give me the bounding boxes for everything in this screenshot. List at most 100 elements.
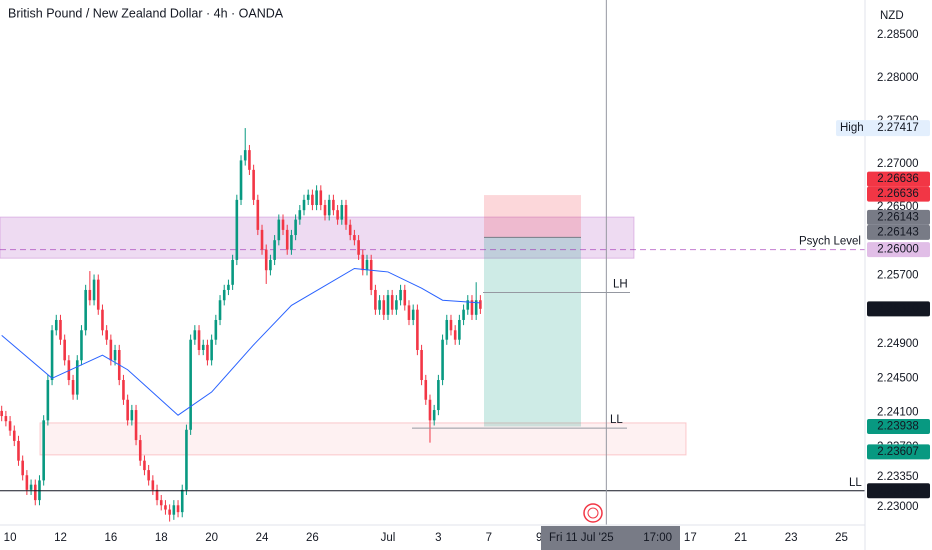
candle-body bbox=[239, 160, 243, 200]
candle-body bbox=[218, 300, 222, 320]
price-badge-label: 2.26143 bbox=[877, 226, 919, 238]
candle-body bbox=[0, 410, 3, 417]
candle-body bbox=[327, 199, 331, 216]
y-tick-label: 2.24900 bbox=[877, 338, 919, 350]
candle-body bbox=[285, 229, 289, 250]
candle-body bbox=[428, 399, 432, 421]
candle-body bbox=[298, 210, 302, 220]
candle-body bbox=[101, 309, 104, 331]
candle-body bbox=[147, 470, 150, 481]
candle-body bbox=[189, 339, 192, 430]
candle-body bbox=[54, 319, 58, 331]
candle-body bbox=[479, 300, 482, 309]
y-tick-label: 2.26500 bbox=[877, 201, 919, 213]
candle-body bbox=[214, 319, 218, 340]
candle-body bbox=[369, 259, 373, 290]
x-tick-label: 17 bbox=[684, 532, 697, 544]
x-tick-label: 18 bbox=[155, 532, 168, 544]
candle-body bbox=[348, 224, 352, 236]
candle-body bbox=[453, 330, 457, 340]
candle-body bbox=[138, 440, 142, 461]
x-tick-label: 20 bbox=[205, 532, 218, 544]
candle-body bbox=[201, 344, 205, 350]
crosshair-time-box bbox=[541, 526, 680, 550]
price-badge bbox=[867, 419, 930, 435]
event-icon-inner[interactable] bbox=[587, 507, 599, 519]
candle-body bbox=[403, 289, 407, 306]
candle-body bbox=[185, 429, 188, 490]
y-tick-label: 2.23000 bbox=[877, 501, 919, 513]
candle-body bbox=[75, 360, 79, 395]
candle-body bbox=[315, 190, 318, 206]
candle-body bbox=[264, 249, 268, 271]
candle-body bbox=[252, 169, 255, 200]
candle-body bbox=[231, 259, 234, 285]
candle-body bbox=[164, 505, 167, 510]
candle-body bbox=[386, 295, 390, 315]
x-tick-label: 3 bbox=[435, 532, 441, 544]
crosshair-time: 17:00 bbox=[643, 532, 672, 544]
candle-body bbox=[424, 380, 428, 400]
candle-body bbox=[470, 300, 474, 315]
x-tick-label: 9 bbox=[536, 532, 542, 544]
candle-body bbox=[462, 309, 465, 320]
candle-body bbox=[407, 305, 411, 320]
price-badge bbox=[867, 171, 930, 187]
candle-body bbox=[336, 210, 339, 220]
crosshair-date: Fri 11 Jul '25 bbox=[549, 532, 614, 544]
price-badge-label: 2.23189 bbox=[877, 485, 919, 497]
target-zone bbox=[484, 237, 581, 427]
candle-body bbox=[126, 399, 129, 421]
candle-body bbox=[420, 350, 423, 381]
y-tick-label: 2.27000 bbox=[877, 158, 919, 170]
x-tick-label: 10 bbox=[4, 532, 17, 544]
overlays: Psych Level LH LL LL bbox=[0, 0, 865, 525]
price-badge-label: 2.25310 bbox=[877, 303, 919, 315]
y-tick-label: 2.23350 bbox=[877, 471, 919, 483]
y-tick-label: 2.24500 bbox=[877, 372, 919, 384]
candle-body bbox=[113, 350, 117, 361]
y-tick-label: 2.24100 bbox=[877, 407, 919, 419]
candle-body bbox=[474, 300, 478, 315]
x-tick-label: 7 bbox=[486, 532, 492, 544]
y-tick-label: 2.25700 bbox=[877, 269, 919, 281]
candle-body bbox=[38, 480, 41, 501]
candle-body bbox=[390, 295, 394, 310]
candle-body bbox=[294, 219, 297, 236]
candle-body bbox=[151, 480, 155, 490]
candle-body bbox=[46, 380, 50, 421]
x-tick-label: 21 bbox=[734, 532, 747, 544]
currency-label: NZD bbox=[880, 10, 904, 22]
candle-body bbox=[63, 339, 66, 361]
price-badge bbox=[867, 224, 930, 240]
candle-body bbox=[96, 279, 100, 310]
candle-body bbox=[458, 319, 461, 340]
event-icon-ring[interactable] bbox=[583, 503, 603, 523]
candle-body bbox=[281, 219, 285, 230]
candle-body bbox=[168, 509, 171, 515]
candle-body bbox=[302, 199, 306, 211]
x-tick-label: Jul bbox=[381, 532, 396, 544]
price-badge bbox=[867, 483, 930, 499]
y-tick-label: 2.28000 bbox=[877, 72, 919, 84]
candle-body bbox=[17, 440, 20, 461]
candle-body bbox=[80, 330, 83, 361]
price-badge bbox=[867, 444, 930, 460]
candle-body bbox=[445, 319, 449, 340]
candle-body bbox=[29, 484, 33, 490]
candle-body bbox=[306, 194, 310, 200]
candle-body bbox=[134, 410, 138, 441]
candle-body bbox=[143, 460, 146, 471]
candle-body bbox=[122, 380, 125, 400]
candle-body bbox=[159, 500, 163, 506]
candle-body bbox=[374, 289, 377, 310]
candle-body bbox=[88, 289, 92, 301]
high-marker-box bbox=[836, 120, 930, 137]
candle-body bbox=[260, 229, 264, 250]
x-tick-label: 16 bbox=[104, 532, 117, 544]
event-icon[interactable] bbox=[583, 503, 603, 523]
candle-body bbox=[432, 410, 436, 421]
price-badge-label: 2.23607 bbox=[877, 446, 919, 458]
